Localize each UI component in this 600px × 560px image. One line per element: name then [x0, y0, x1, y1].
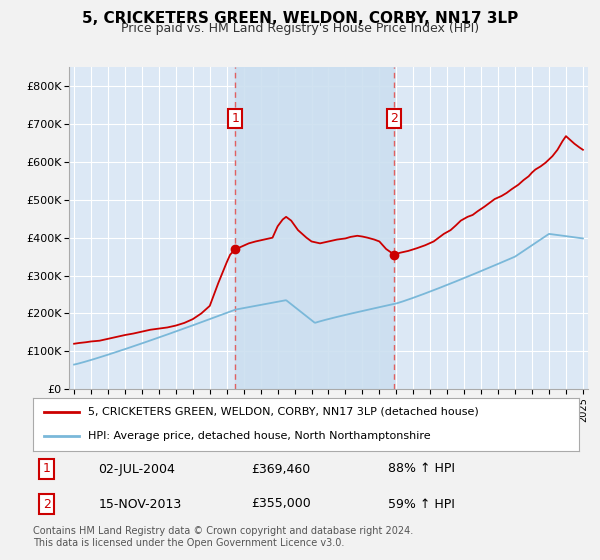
- Text: 59% ↑ HPI: 59% ↑ HPI: [388, 497, 455, 511]
- Text: 1: 1: [231, 112, 239, 125]
- Text: 15-NOV-2013: 15-NOV-2013: [98, 497, 182, 511]
- Text: 2: 2: [43, 497, 50, 511]
- Text: £369,460: £369,460: [251, 463, 311, 475]
- Text: 02-JUL-2004: 02-JUL-2004: [98, 463, 175, 475]
- Text: HPI: Average price, detached house, North Northamptonshire: HPI: Average price, detached house, Nort…: [88, 431, 430, 441]
- Text: 5, CRICKETERS GREEN, WELDON, CORBY, NN17 3LP (detached house): 5, CRICKETERS GREEN, WELDON, CORBY, NN17…: [88, 407, 478, 417]
- Text: 88% ↑ HPI: 88% ↑ HPI: [388, 463, 455, 475]
- Text: 1: 1: [43, 463, 50, 475]
- Bar: [235, 67, 394, 389]
- Text: Price paid vs. HM Land Registry's House Price Index (HPI): Price paid vs. HM Land Registry's House …: [121, 22, 479, 35]
- Text: 5, CRICKETERS GREEN, WELDON, CORBY, NN17 3LP: 5, CRICKETERS GREEN, WELDON, CORBY, NN17…: [82, 11, 518, 26]
- Text: Contains HM Land Registry data © Crown copyright and database right 2024.
This d: Contains HM Land Registry data © Crown c…: [33, 526, 413, 548]
- Text: 2: 2: [391, 112, 398, 125]
- Text: £355,000: £355,000: [251, 497, 311, 511]
